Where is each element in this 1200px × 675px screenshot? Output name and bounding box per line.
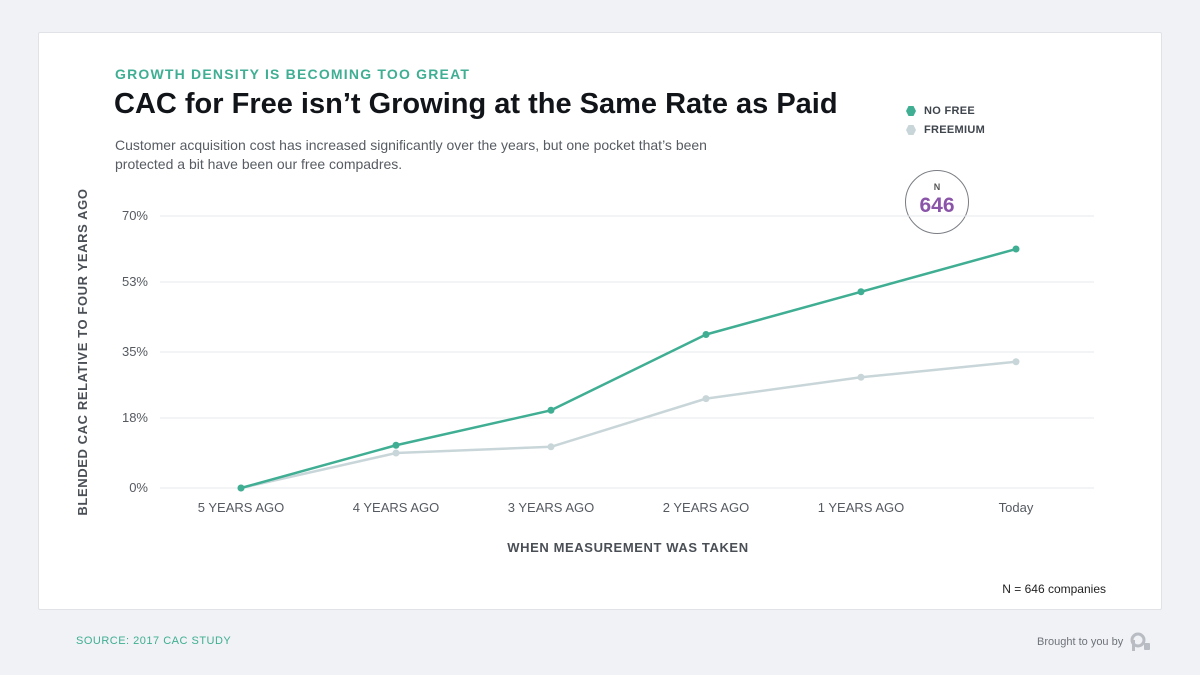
eyebrow-heading: GROWTH DENSITY IS BECOMING TOO GREAT (115, 66, 471, 82)
data-point-freemium (702, 395, 710, 403)
sample-size-label: N (933, 182, 941, 192)
chart-title: CAC for Free isn’t Growing at the Same R… (114, 88, 838, 120)
legend-swatch-freemium (906, 124, 916, 135)
chart-card (38, 32, 1162, 610)
data-point-freemium (392, 449, 400, 457)
source-note: SOURCE: 2017 CAC STUDY (76, 635, 232, 647)
y-tick-label: 0% (129, 480, 148, 495)
series-line-freemium (240, 360, 1017, 490)
legend-swatch-no-free (906, 105, 916, 116)
x-tick-label: 5 YEARS AGO (198, 500, 284, 515)
x-tick-label: 1 YEARS AGO (818, 500, 904, 515)
data-point-no-free (547, 406, 555, 414)
y-tick-label: 35% (122, 344, 148, 359)
data-point-no-free (392, 441, 400, 449)
x-axis-title: WHEN MEASUREMENT WAS TAKEN (507, 540, 748, 555)
y-tick-label: 18% (122, 410, 148, 425)
legend-item-no-free: NO FREE (905, 101, 985, 120)
sample-footnote: N = 646 companies (1002, 582, 1106, 596)
data-point-freemium (547, 443, 555, 451)
x-tick-label: 4 YEARS AGO (353, 500, 439, 515)
legend-label-freemium: FREEMIUM (924, 123, 986, 136)
credit: Brought to you by (1037, 632, 1152, 652)
x-tick-label: 2 YEARS AGO (663, 500, 749, 515)
legend: NO FREE FREEMIUM (905, 101, 985, 139)
data-point-no-free (857, 288, 865, 296)
legend-item-freemium: FREEMIUM (905, 120, 985, 139)
y-tick-label: 53% (122, 274, 148, 289)
series-line-no-free (240, 247, 1017, 490)
legend-label-no-free: NO FREE (924, 104, 975, 117)
y-tick-label: 70% (122, 208, 148, 223)
data-point-no-free (237, 484, 245, 492)
credit-text: Brought to you by (1037, 636, 1124, 648)
data-point-no-free (1012, 245, 1020, 253)
chart-subtitle: Customer acquisition cost has increased … (115, 137, 707, 172)
sample-size-badge: N 646 (905, 170, 969, 234)
data-point-no-free (702, 331, 710, 339)
data-point-freemium (1012, 358, 1020, 366)
y-axis-title: BLENDED CAC RELATIVE TO FOUR YEARS AGO (75, 188, 90, 515)
data-point-freemium (857, 373, 865, 381)
x-tick-label: Today (999, 500, 1034, 515)
sample-size-value: 646 (919, 194, 955, 217)
x-tick-label: 3 YEARS AGO (508, 500, 594, 515)
profitwell-logo-icon (1130, 632, 1151, 651)
